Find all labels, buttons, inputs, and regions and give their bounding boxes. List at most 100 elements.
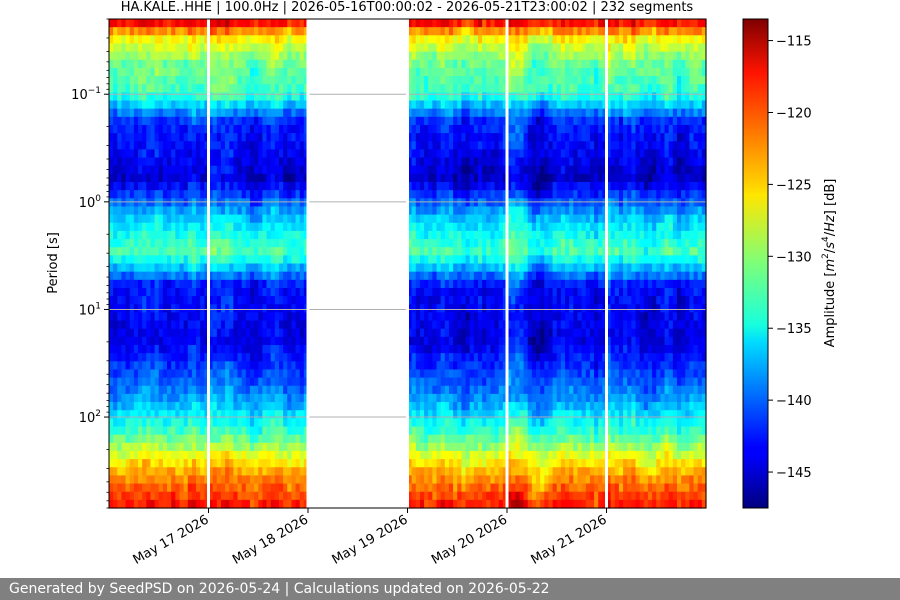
heatmap-cell (162, 19, 168, 28)
heatmap-cell (548, 410, 554, 419)
heatmap-cell (229, 369, 234, 379)
heatmap-cell (270, 76, 276, 85)
heatmap-cell (448, 304, 454, 313)
heatmap-cell (469, 124, 475, 134)
heatmap-cell (162, 499, 168, 509)
heatmap-cell (254, 100, 259, 110)
heatmap-cell (125, 385, 131, 395)
heatmap-cell (291, 51, 297, 61)
heatmap-cell (225, 247, 230, 256)
heatmap-cell (129, 84, 135, 93)
heatmap-cell (133, 426, 139, 436)
heatmap-cell (183, 467, 189, 476)
heatmap-cell (109, 361, 114, 371)
heatmap-cell (270, 475, 276, 485)
heatmap-cell (440, 230, 446, 240)
heatmap-cell (278, 450, 284, 460)
heatmap-cell (274, 385, 280, 395)
heatmap-cell (162, 410, 168, 419)
heatmap-cell (113, 230, 118, 240)
heatmap-cell (415, 336, 421, 346)
heatmap-cell (117, 141, 123, 150)
heatmap-cell (482, 247, 487, 256)
heatmap-cell (220, 182, 226, 191)
heatmap-cell (419, 198, 425, 208)
heatmap-cell (245, 483, 251, 493)
heatmap-cell (407, 198, 413, 208)
heatmap-cell (411, 450, 417, 460)
heatmap-cell (278, 59, 284, 69)
heatmap-cell (229, 402, 234, 411)
heatmap-cell (262, 312, 268, 322)
heatmap-cell (113, 133, 118, 142)
heatmap-cell (411, 385, 417, 395)
heatmap-cell (270, 157, 276, 167)
heatmap-cell (191, 263, 197, 273)
heatmap-cell (117, 198, 123, 208)
heatmap-cell (486, 336, 492, 346)
heatmap-cell (490, 206, 496, 216)
heatmap-cell (465, 182, 471, 191)
heatmap-cell (109, 173, 114, 183)
heatmap-cell (465, 369, 471, 379)
heatmap-cell (158, 165, 164, 175)
heatmap-cell (436, 426, 442, 436)
heatmap-cell (237, 157, 243, 167)
heatmap-cell (179, 336, 185, 346)
heatmap-cell (461, 76, 467, 85)
heatmap-cell (436, 467, 442, 476)
heatmap-cell (544, 402, 550, 411)
heatmap-cell (473, 328, 479, 338)
heatmap-cell (291, 43, 297, 53)
heatmap-cell (419, 287, 425, 297)
heatmap-cell (150, 133, 156, 142)
heatmap-cell (515, 173, 521, 183)
heatmap-cell (229, 222, 234, 232)
heatmap-cell (146, 263, 152, 273)
heatmap-cell (196, 182, 201, 191)
heatmap-cell (544, 287, 550, 297)
heatmap-cell (262, 499, 268, 509)
heatmap-cell (457, 336, 462, 346)
heatmap-cell (142, 100, 147, 110)
heatmap-cell (415, 141, 421, 150)
heatmap-cell (440, 141, 446, 150)
heatmap-cell (245, 320, 251, 330)
heatmap-cell (411, 173, 417, 183)
heatmap-cell (511, 247, 516, 256)
heatmap-cell (129, 369, 135, 379)
heatmap-cell (196, 499, 201, 509)
heatmap-cell (498, 393, 504, 403)
heatmap-cell (291, 418, 297, 428)
heatmap-cell (113, 222, 118, 232)
heatmap-cell (212, 328, 218, 338)
heatmap-cell (133, 19, 139, 28)
heatmap-cell (187, 336, 193, 346)
heatmap-cell (299, 206, 305, 216)
heatmap-cell (444, 475, 450, 485)
heatmap-cell (233, 247, 239, 256)
heatmap-cell (448, 459, 454, 468)
heatmap-cell (473, 51, 479, 61)
heatmap-cell (167, 108, 172, 118)
heatmap-cell (502, 108, 508, 118)
heatmap-cell (527, 418, 533, 428)
heatmap-cell (299, 116, 305, 126)
heatmap-cell (536, 214, 541, 224)
heatmap-cell (229, 35, 234, 45)
heatmap-cell (440, 263, 446, 273)
heatmap-cell (278, 133, 284, 142)
heatmap-cell (415, 287, 421, 297)
heatmap-cell (258, 426, 263, 436)
heatmap-cell (220, 345, 226, 354)
heatmap-cell (523, 141, 529, 150)
heatmap-cell (183, 67, 189, 77)
heatmap-cell (428, 108, 433, 118)
heatmap-cell (502, 27, 508, 36)
heatmap-cell (548, 361, 554, 371)
heatmap-cell (498, 76, 504, 85)
heatmap-cell (544, 214, 550, 224)
heatmap-cell (473, 198, 479, 208)
heatmap-cell (444, 279, 450, 289)
heatmap-cell (299, 182, 305, 191)
